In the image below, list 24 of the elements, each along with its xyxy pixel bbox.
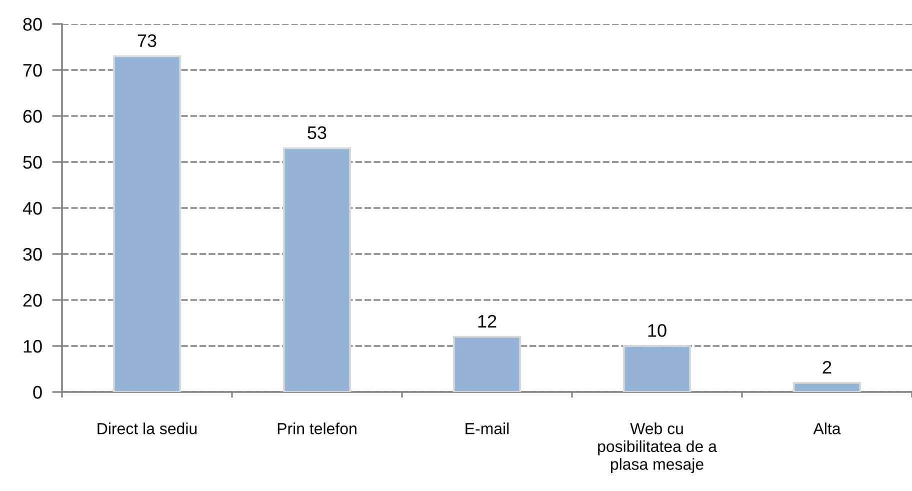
y-tick-label: 30 <box>23 248 42 261</box>
x-tick-label: Direct la sediu <box>98 422 197 434</box>
y-tick-label: 50 <box>23 156 42 169</box>
bar <box>452 336 522 392</box>
y-tick-label: 80 <box>23 18 42 31</box>
y-tick-label: 0 <box>33 386 42 399</box>
x-tick-label: Web cu posibilitatea de a plasa mesaje <box>598 422 717 474</box>
bar <box>112 55 182 392</box>
bar <box>282 147 352 392</box>
data-label: 12 <box>478 314 496 328</box>
data-label: 53 <box>308 126 326 140</box>
x-tick-label: Prin telefon <box>278 422 356 434</box>
bar <box>622 345 692 392</box>
y-tick-label: 70 <box>23 64 42 77</box>
y-tick-label: 60 <box>23 110 42 123</box>
y-tick-label: 10 <box>24 340 42 353</box>
bar <box>792 382 862 392</box>
x-tick-label: E-mail <box>466 422 509 434</box>
data-label: 2 <box>822 360 832 374</box>
y-tick-label: 40 <box>22 202 42 215</box>
data-label: 73 <box>138 34 156 48</box>
y-tick-label: 20 <box>23 294 42 307</box>
x-tick-label: Alta <box>813 422 841 434</box>
data-label: 10 <box>648 324 666 337</box>
